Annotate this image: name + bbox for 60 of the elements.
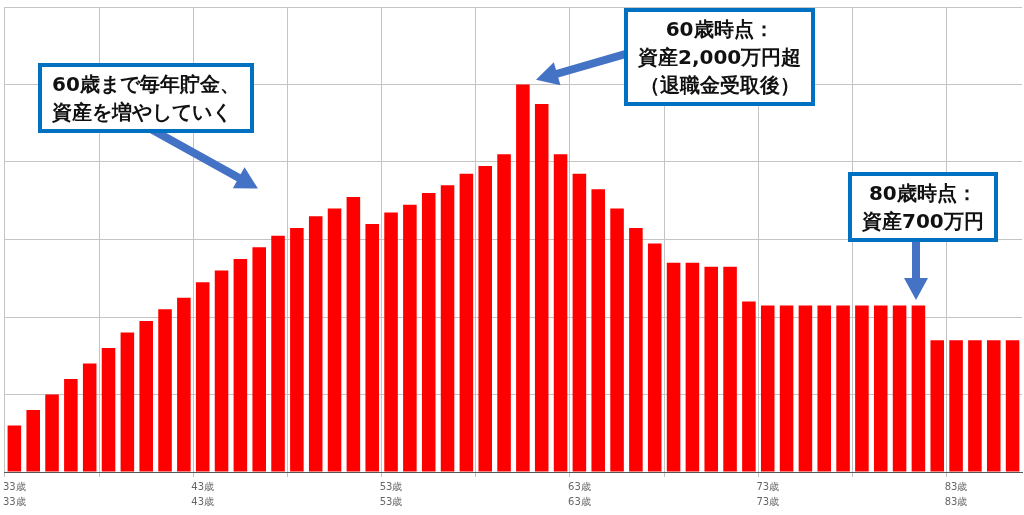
bar (177, 297, 191, 472)
bar (214, 270, 229, 472)
x-tick-label: 43歳 43歳 (191, 481, 215, 508)
bar (45, 394, 59, 472)
bar (534, 103, 549, 472)
x-tick-label: 53歳 53歳 (379, 481, 403, 508)
bar (986, 340, 1001, 472)
bar (459, 173, 474, 472)
bar (233, 258, 248, 472)
bar (516, 84, 530, 472)
bar (855, 305, 869, 472)
bar (873, 305, 888, 472)
bar (591, 189, 606, 472)
bar (308, 216, 323, 472)
bar (82, 363, 97, 472)
bar (384, 212, 398, 472)
bar (572, 173, 587, 472)
bar (252, 247, 266, 472)
bar (704, 266, 719, 472)
bar (421, 193, 436, 472)
x-tick-label: 83歳 83歳 (944, 481, 968, 508)
bar (478, 165, 492, 472)
bar (365, 224, 379, 472)
bar (346, 196, 361, 472)
bar (610, 208, 624, 472)
x-tick-label: 63歳 63歳 (568, 481, 591, 508)
bar (930, 340, 945, 472)
bar (327, 208, 342, 472)
bar (836, 305, 850, 472)
bar (120, 332, 135, 472)
bar (798, 305, 813, 472)
bar (911, 305, 926, 472)
bar (64, 379, 78, 472)
bar (403, 204, 417, 472)
bar (760, 305, 775, 472)
bar (139, 320, 153, 472)
bar (968, 340, 982, 472)
bar (742, 301, 756, 472)
bar (101, 348, 116, 472)
bar (666, 262, 681, 472)
bar (271, 235, 285, 472)
bar (817, 305, 832, 472)
bar (647, 243, 662, 472)
bar (629, 227, 643, 472)
x-tick-label: 73歳 73歳 (756, 481, 780, 508)
bar (779, 305, 794, 472)
bar (290, 227, 304, 472)
bar (1005, 340, 1020, 472)
bar (195, 282, 210, 472)
bar (949, 340, 963, 472)
bar (497, 154, 511, 472)
x-tick-label: 33歳 33歳 (3, 481, 26, 508)
bar (7, 425, 22, 472)
bar (158, 309, 172, 472)
bar (685, 262, 700, 472)
bar (553, 154, 568, 472)
bar (892, 305, 907, 472)
bar (26, 410, 40, 472)
bar (440, 185, 455, 472)
bar (723, 266, 737, 472)
